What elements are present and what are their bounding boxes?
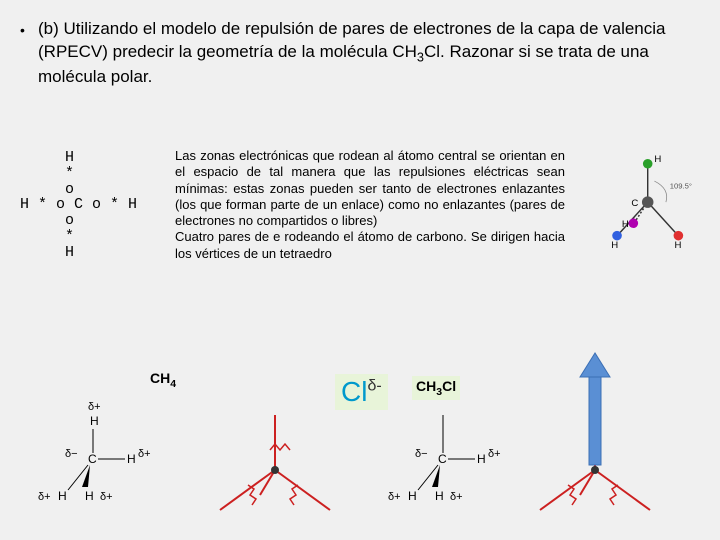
bullet: • <box>20 22 25 38</box>
explanation-text: Las zonas electrónicas que rodean al áto… <box>175 148 565 262</box>
svg-text:H: H <box>127 452 136 466</box>
lewis-l7: H <box>20 244 74 261</box>
lewis-l1: H <box>20 149 74 166</box>
svg-text:H: H <box>90 414 99 428</box>
ch4-label: CH4 <box>150 370 176 390</box>
ch4-sub: 4 <box>170 378 176 390</box>
svg-text:δ−: δ− <box>415 448 428 460</box>
svg-text:H: H <box>58 489 67 503</box>
svg-text:δ+: δ+ <box>488 448 501 460</box>
ch3cl-text: CH <box>416 378 436 394</box>
lewis-l3: o <box>20 181 74 198</box>
h-label-l: H <box>611 240 618 251</box>
svg-text:δ+: δ+ <box>138 448 151 460</box>
cl-text: Cl <box>341 376 367 407</box>
svg-text:δ+: δ+ <box>88 401 101 413</box>
svg-text:C: C <box>88 452 97 466</box>
ch4-text: CH <box>150 370 170 386</box>
q-sub: 3 <box>417 49 424 64</box>
ch3cl-3d-icon <box>520 345 690 525</box>
ch3cl-suf: Cl <box>442 378 456 394</box>
svg-text:δ+: δ+ <box>388 491 401 503</box>
lewis-l4: H * o C o * H <box>20 196 137 213</box>
svg-text:C: C <box>438 452 447 466</box>
ch4-diagram: δ+ H δ− C H δ+ δ+ H H δ+ <box>30 395 210 530</box>
cl-sup: δ- <box>367 378 381 395</box>
lewis-l5: o <box>20 212 74 229</box>
c-label: C <box>631 198 638 209</box>
svg-text:H: H <box>408 489 417 503</box>
lewis-l6: * <box>20 228 74 245</box>
lewis-structure: H * o H * o C o * H o * H <box>20 150 137 260</box>
h-label-top: H <box>654 154 661 165</box>
angle-label: 109.5° <box>670 182 692 191</box>
svg-text:H: H <box>477 452 486 466</box>
svg-text:H: H <box>85 489 94 503</box>
tetrahedral-diagram: H C H H H 109.5° <box>595 150 710 260</box>
svg-text:δ−: δ− <box>65 448 78 460</box>
lewis-l2: * <box>20 165 74 182</box>
h-label-r: H <box>675 240 682 251</box>
slide: • (b) Utilizando el modelo de repulsión … <box>0 0 720 540</box>
svg-text:H: H <box>435 489 444 503</box>
h-label-b: H <box>622 219 629 230</box>
svg-text:δ+: δ+ <box>100 491 113 503</box>
question-text: (b) Utilizando el modelo de repulsión de… <box>38 18 690 88</box>
svg-text:δ+: δ+ <box>450 491 463 503</box>
ch4-3d-icon <box>200 395 350 525</box>
svg-text:δ+: δ+ <box>38 491 51 503</box>
